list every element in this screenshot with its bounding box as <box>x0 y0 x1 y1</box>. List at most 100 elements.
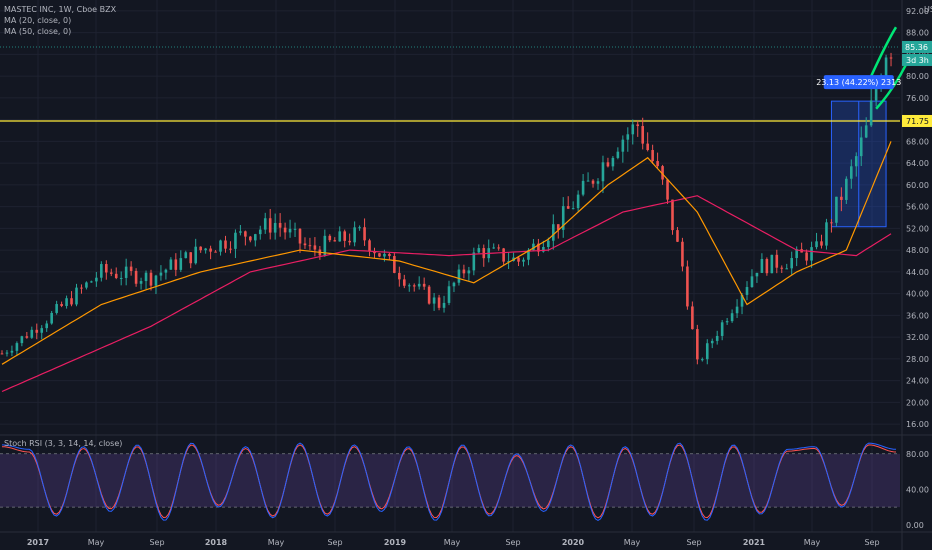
candle-body <box>5 352 9 354</box>
candle-body <box>373 251 376 254</box>
candle-body <box>134 270 138 284</box>
last-price-tag <box>902 40 932 53</box>
candle-body <box>288 228 292 233</box>
candle-body <box>442 302 446 308</box>
candle-body <box>95 277 98 282</box>
candle-body <box>60 304 63 306</box>
candle-body <box>159 272 163 276</box>
candle-body <box>328 235 332 241</box>
candle-body <box>258 229 262 235</box>
candle-body <box>845 178 848 200</box>
price-tick-label: 20.00 <box>906 398 929 407</box>
candle-body <box>830 222 833 224</box>
level-tag <box>902 114 932 127</box>
candle-body <box>705 343 709 360</box>
candle-body <box>154 275 158 286</box>
candle-body <box>517 257 520 262</box>
candle-body <box>576 194 580 209</box>
candle-body <box>840 196 843 200</box>
candle-body <box>730 313 734 322</box>
candle-body <box>268 218 272 233</box>
candle-body <box>85 282 88 288</box>
candle-body <box>30 329 34 338</box>
time-tick-label: Sep <box>686 538 701 547</box>
rsi-tick-label: 0.00 <box>906 521 924 530</box>
candle-body <box>333 240 337 242</box>
time-tick-label: 2018 <box>205 538 228 547</box>
candle-body <box>785 268 789 270</box>
candle-body <box>10 350 14 353</box>
price-tick-label: 16.00 <box>906 420 929 429</box>
candle-body <box>666 179 669 200</box>
candle-body <box>323 235 327 256</box>
candle-body <box>820 241 823 246</box>
candle-body <box>358 227 361 229</box>
candle-body <box>422 283 426 287</box>
rsi-legend: Stoch RSI (3, 3, 14, 14, close) <box>4 439 123 448</box>
candle-body <box>621 139 625 152</box>
candle-body <box>507 261 510 263</box>
chart-legend: MASTEC INC, 1W, Cboe BZX MA (20, close, … <box>4 4 116 37</box>
candle-body <box>393 256 396 273</box>
candle-body <box>686 266 689 307</box>
candle-body <box>850 166 853 179</box>
candle-body <box>457 269 461 283</box>
candle-body <box>874 87 878 101</box>
candle-body <box>124 266 128 278</box>
candle-body <box>522 259 525 262</box>
candle-body <box>15 343 19 351</box>
candle-body <box>626 134 630 140</box>
candle-body <box>388 253 391 257</box>
candles <box>0 52 893 365</box>
time-tick-label: May <box>624 538 641 547</box>
candle-body <box>780 267 784 269</box>
last-price-text: 85.36 <box>905 43 928 52</box>
time-tick-label: 2021 <box>743 538 766 547</box>
time-tick-label: Sep <box>149 538 164 547</box>
candle-body <box>199 246 202 251</box>
candle-body <box>636 124 640 127</box>
price-tick-label: 40.00 <box>906 290 929 299</box>
candle-body <box>735 306 739 314</box>
candle-body <box>70 298 73 305</box>
candle-body <box>144 272 148 282</box>
candle-body <box>179 258 183 270</box>
candle-body <box>701 359 704 361</box>
candle-body <box>869 100 873 126</box>
ma20-line <box>1 141 892 365</box>
candle-body <box>239 231 242 233</box>
rsi-tick-label: 80.00 <box>906 450 929 459</box>
candle-body <box>383 253 386 257</box>
candle-body <box>90 281 93 283</box>
candle-body <box>681 241 684 267</box>
candle-body <box>651 150 654 162</box>
candle-body <box>715 335 719 341</box>
candle-body <box>825 222 828 246</box>
candle-body <box>189 252 193 264</box>
candle-body <box>740 294 744 307</box>
candle-body <box>80 287 83 289</box>
candle-body <box>412 285 416 287</box>
candle-body <box>537 243 540 252</box>
candle-body <box>263 218 267 230</box>
candle-body <box>114 273 118 279</box>
annotation-upper-curve <box>870 26 898 77</box>
candle-body <box>889 57 893 59</box>
countdown-tag <box>902 53 932 66</box>
ma50-line <box>1 195 892 393</box>
candle-body <box>427 286 431 304</box>
candle-body <box>586 180 590 182</box>
price-tick-label: 44.00 <box>906 268 929 277</box>
candle-body <box>164 269 168 273</box>
candle-body <box>571 208 575 210</box>
candle-body <box>646 143 649 151</box>
candle-body <box>661 166 664 180</box>
candle-body <box>129 266 133 271</box>
ma20-legend: MA (20, close, 0) <box>4 16 72 25</box>
candle-body <box>552 224 555 241</box>
candle-body <box>20 336 24 344</box>
candle-body <box>25 336 29 338</box>
candle-body <box>760 259 764 273</box>
